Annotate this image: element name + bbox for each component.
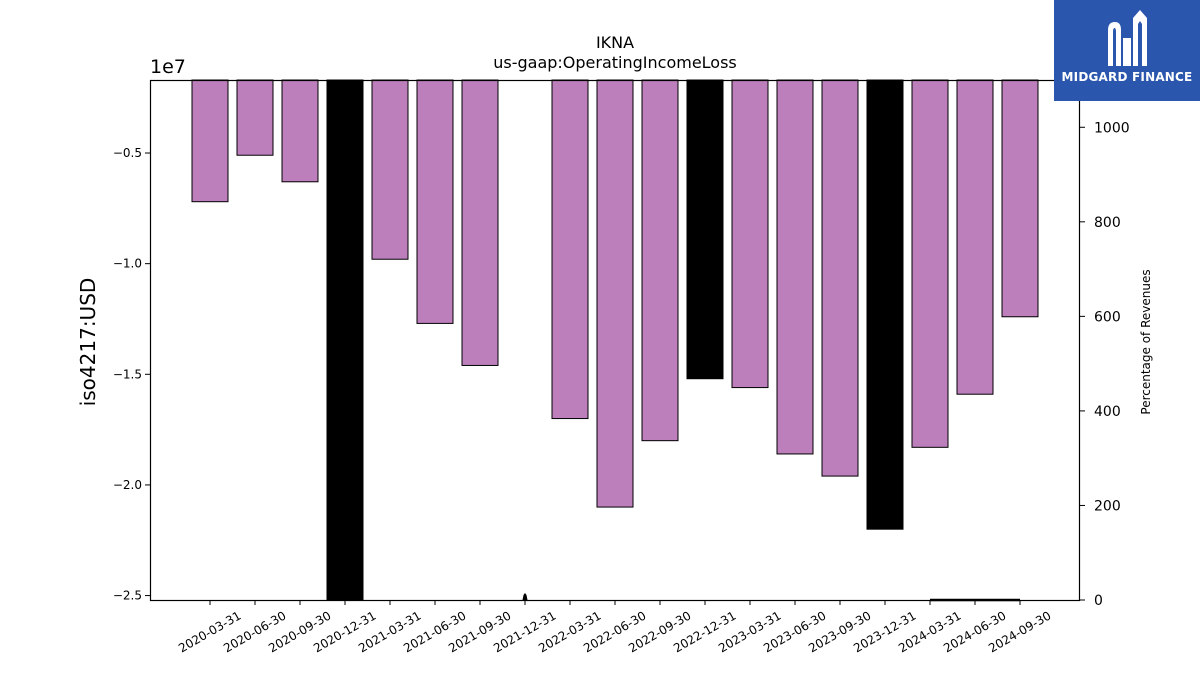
bar-2023-06-30 (776, 79, 814, 455)
y-right-tick-label: 800 (1094, 215, 1121, 231)
bars-group (191, 79, 1039, 601)
y-axis-label: iso4217:USD (76, 277, 100, 407)
bar-2023-09-30 (821, 79, 859, 477)
y-tick-label: −0.5 (113, 146, 142, 160)
bar-2020-03-31 (191, 79, 229, 203)
y-tick-label: −1.5 (113, 367, 142, 381)
y-right-tick-label: 1000 (1094, 120, 1130, 136)
midgard-finance-logo: MIDGARD FINANCE (1054, 0, 1200, 101)
bar-2022-03-31 (551, 79, 589, 420)
bar-2022-09-30 (641, 79, 679, 442)
y-axis-right-label: Percentage of Revenues (1139, 269, 1153, 415)
bar-2024-06-30 (956, 79, 994, 395)
bar-2020-09-30 (281, 79, 319, 183)
bar-2023-12-31 (866, 79, 904, 530)
y-right-tick-label: 0 (1094, 593, 1103, 609)
y-right-tick-label: 200 (1094, 498, 1121, 514)
bar-2020-06-30 (236, 79, 274, 156)
y-tick-label: −1.0 (113, 257, 142, 271)
y-axis-offset-label: 1e7 (150, 56, 186, 78)
chart-title: IKNA (595, 33, 635, 52)
y-tick-label: −2.0 (113, 478, 142, 492)
logo-mark-icon (1108, 10, 1147, 66)
zero-value-marker (522, 593, 528, 600)
bar-2024-03-31 (911, 79, 949, 448)
logo-text: MIDGARD FINANCE (1061, 70, 1193, 84)
bar-2020-12-31 (326, 79, 364, 601)
bar-2021-09-30 (461, 79, 499, 366)
bar-2022-12-31 (686, 79, 724, 380)
bar-2021-03-31 (371, 79, 409, 260)
bar-2022-06-30 (596, 79, 634, 508)
right-axis-ticks: 0 200 400 600 800 1000 (1080, 120, 1130, 609)
chart-subtitle: us-gaap:OperatingIncomeLoss (493, 53, 737, 72)
left-axis-ticks: −0.5 −1.0 −1.5 −2.0 −2.5 (113, 146, 150, 603)
y-tick-label: −2.5 (113, 589, 142, 603)
bar-2024-09-30 (1001, 79, 1039, 318)
x-axis-ticks: 2020-03-312020-06-302020-09-302020-12-31… (176, 600, 1054, 655)
y-right-tick-label: 600 (1094, 309, 1121, 325)
y-right-tick-label: 400 (1094, 404, 1121, 420)
bar-2023-03-31 (731, 79, 769, 389)
bar-2021-06-30 (416, 79, 454, 324)
